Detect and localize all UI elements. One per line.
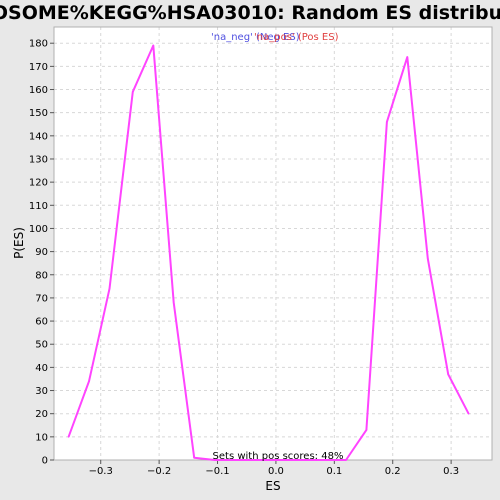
x-tick-label: 0.3 [443,466,459,477]
y-tick-label: 90 [35,247,48,258]
y-tick-label: 150 [29,108,48,119]
y-tick-label: 170 [29,62,48,73]
series-point [426,257,429,260]
y-tick-label: 70 [35,293,48,304]
series-point [386,121,388,123]
x-tick-label: −0.1 [205,466,229,477]
series-point [88,380,90,383]
series-layer [67,44,470,461]
series-point [108,287,111,290]
legend-neg-label: 'na_neg' (Neg ES) [211,32,300,43]
series-point [172,301,175,304]
y-tick-label: 60 [35,317,48,328]
y-tick-label: 40 [35,363,48,374]
y-tick-label: 180 [29,39,48,50]
series-point [234,459,236,461]
y-tick-label: 80 [35,270,48,281]
series-point [132,91,134,93]
legend-pos-label: 'na_pos' (Pos ES) [254,32,339,43]
series-point [316,459,318,461]
series-point [152,44,155,47]
series-point [193,456,195,459]
y-tick-label: 130 [29,154,48,165]
x-tick-label: −0.2 [147,466,171,477]
series-point [365,429,368,431]
x-tick-label: 0.2 [385,466,401,477]
y-axis-label: P(ES) [12,227,26,259]
series-point [447,373,450,376]
y-tick-label: 140 [29,131,48,142]
x-axis-ticks: −0.3 −0.2 −0.1 0.0 0.1 0.2 0.3 [89,460,459,477]
x-tick-label: −0.3 [89,466,113,477]
series-point [333,459,336,461]
x-axis-label: ES [265,479,280,493]
x-tick-label: 0.0 [268,466,284,477]
y-tick-label: 120 [29,178,48,189]
chart-title: RIBOSOME%KEGG%HSA03010: Random ES distri… [0,2,500,24]
series-point [275,459,277,461]
y-tick-label: 20 [35,409,48,420]
series-point [467,412,470,415]
y-tick-label: 110 [29,201,48,212]
series-point [406,56,409,58]
pos-scores-annotation: Sets with pos scores: 48% [213,451,344,462]
series-point [213,459,216,461]
series-point [295,459,298,461]
y-tick-label: 100 [29,224,48,235]
y-tick-label: 160 [29,85,48,96]
series-point [67,436,70,438]
series-point [345,459,347,461]
y-tick-label: 50 [35,340,48,351]
y-axis-ticks: 0 10 20 30 40 50 60 70 80 90 100 110 120 130 140 150 160… [29,39,54,467]
series-point [254,459,257,461]
y-tick-label: 0 [42,456,48,467]
y-tick-label: 10 [35,432,48,443]
plot-area [54,27,492,460]
y-tick-label: 30 [35,386,48,397]
x-tick-label: 0.1 [326,466,342,477]
